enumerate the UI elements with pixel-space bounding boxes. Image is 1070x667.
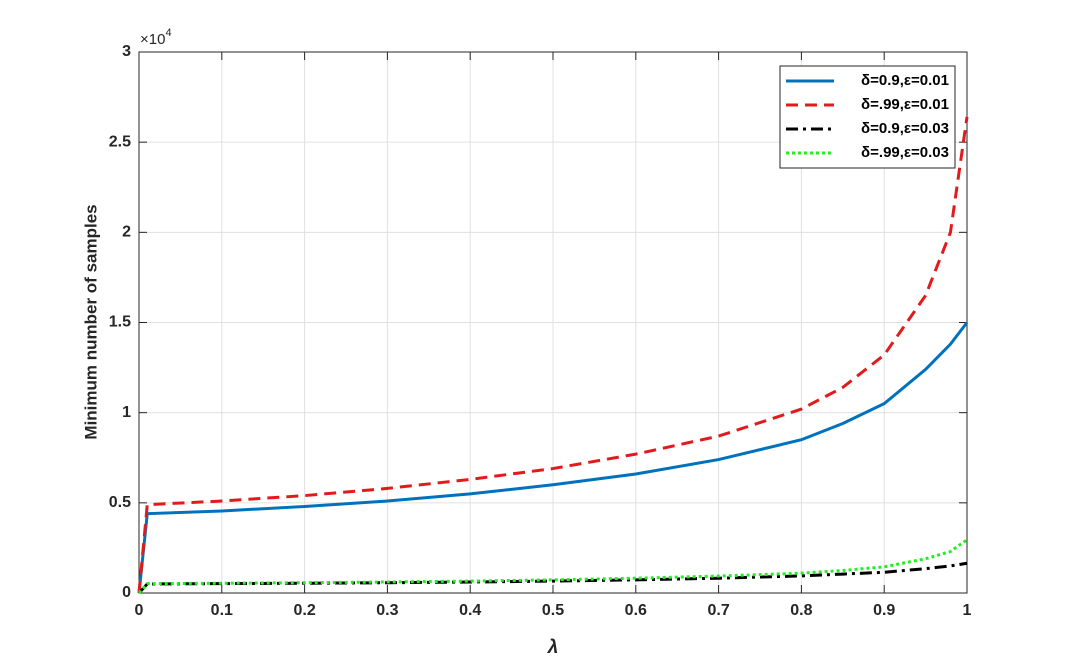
x-tick-label: 0.3 (376, 602, 398, 619)
y-tick-label: 0 (122, 584, 131, 601)
x-tick-label: 0.9 (873, 602, 895, 619)
y-tick-label: 2 (122, 224, 131, 241)
legend-label: δ=.99,ε=0.01 (861, 96, 949, 113)
multiplier-base: ×10 (140, 31, 165, 48)
x-tick-label: 0.4 (459, 602, 481, 619)
y-tick-label: 1 (122, 404, 131, 421)
x-tick-label: 0.1 (211, 602, 233, 619)
legend-box (779, 65, 956, 169)
legend-label: δ=0.9,ε=0.03 (861, 120, 949, 137)
series-line (137, 116, 969, 594)
series-line (137, 561, 968, 595)
legend-label: δ=0.9,ε=0.01 (861, 72, 949, 89)
x-axis-label: λ (547, 637, 559, 658)
y-tick-label: 1.5 (109, 314, 131, 331)
x-tick-label: 0.6 (625, 602, 647, 619)
x-tick-label: 0.2 (293, 602, 315, 619)
x-tick-label: 0.8 (790, 602, 812, 619)
legend-label: δ=.99,ε=0.03 (861, 144, 949, 161)
x-tick-label: 0 (135, 602, 144, 619)
x-tick-label: 0.7 (707, 602, 729, 619)
x-tick-label: 1 (963, 602, 972, 619)
y-tick-label: 3 (122, 43, 131, 60)
y-multiplier: ×104 (140, 27, 172, 48)
x-tick-label: 0.5 (542, 602, 564, 619)
y-tick-label: 0.5 (109, 494, 131, 511)
series-line (137, 538, 968, 594)
y-axis-label: Minimum number of samples (81, 204, 100, 439)
series-line (137, 321, 969, 594)
y-tick-label: 2.5 (109, 133, 131, 150)
legend: δ=0.9,ε=0.01 δ=.99,ε=0.01 δ=0.9,ε=0.03 δ=.9… (779, 65, 956, 169)
multiplier-exponent: 4 (165, 27, 171, 39)
